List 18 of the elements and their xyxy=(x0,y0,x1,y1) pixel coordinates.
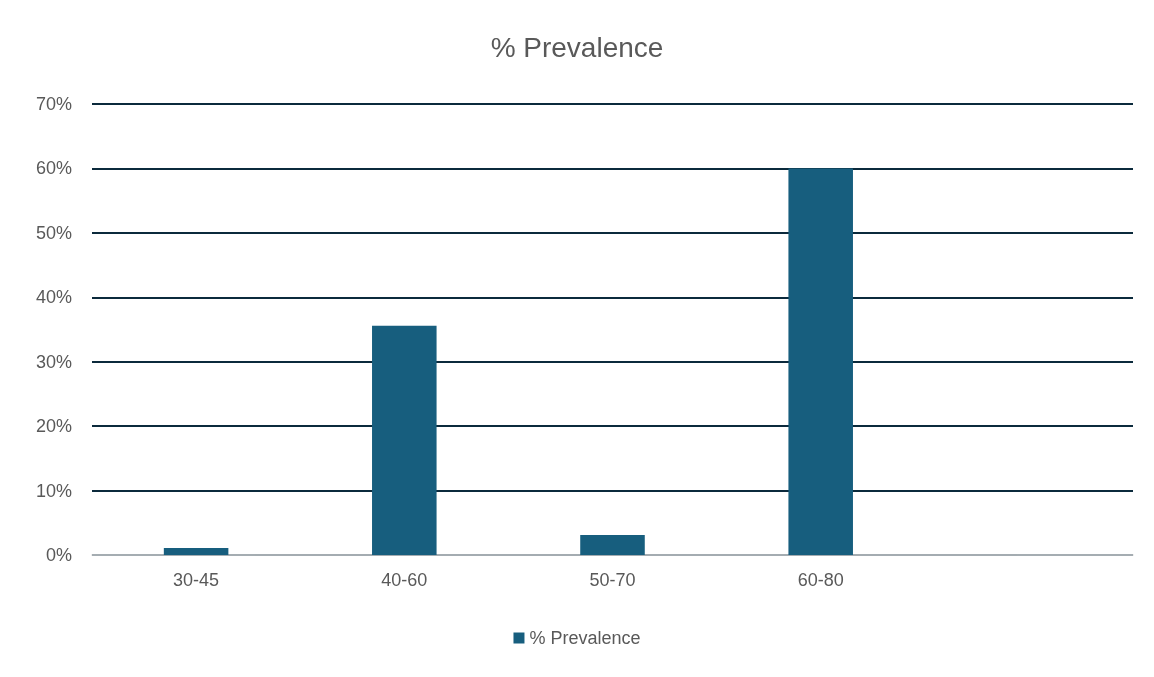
legend-label: % Prevalence xyxy=(529,628,641,648)
y-tick-label: 20% xyxy=(35,416,72,437)
y-tick-label: 40% xyxy=(35,287,72,308)
y-tick-label: 50% xyxy=(35,222,72,243)
x-tick-label: 60-80 xyxy=(797,570,844,590)
x-tick-label: 50-70 xyxy=(589,570,636,590)
y-tick-label: 30% xyxy=(35,351,72,372)
bar xyxy=(163,547,229,555)
y-tick-label: 10% xyxy=(35,480,72,501)
bar xyxy=(372,325,437,555)
bar xyxy=(788,168,853,555)
y-tick-label: 70% xyxy=(35,94,72,114)
x-tick-label: 30-45 xyxy=(173,570,220,590)
bar xyxy=(580,535,645,555)
chart-title: % Prevalence xyxy=(490,31,664,63)
y-tick-label: 60% xyxy=(35,158,72,179)
x-tick-label: 40-60 xyxy=(381,570,428,590)
y-tick-label: 0% xyxy=(45,545,72,565)
